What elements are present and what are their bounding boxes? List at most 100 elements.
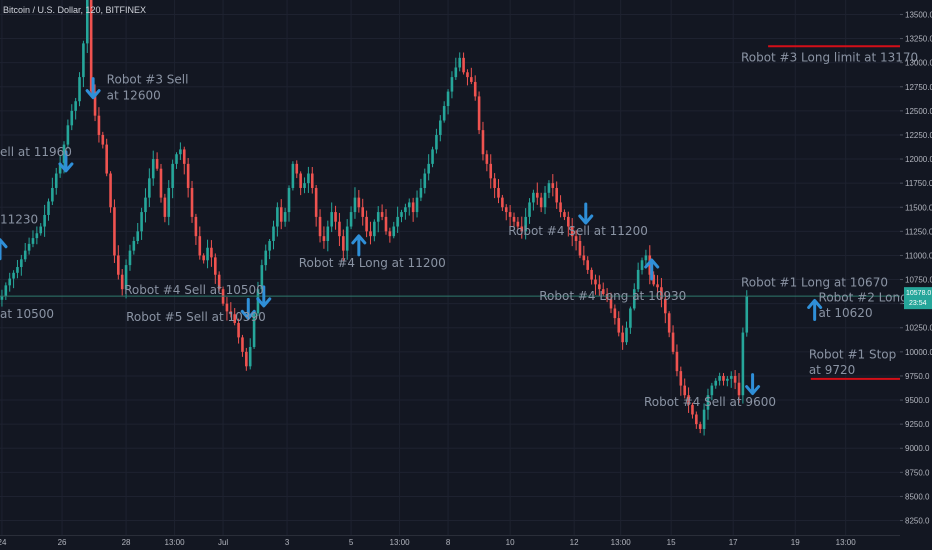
candle bbox=[512, 212, 516, 227]
arrow-down-icon bbox=[240, 297, 256, 320]
candle bbox=[722, 373, 725, 386]
candle-body bbox=[295, 163, 299, 174]
candle-body bbox=[365, 216, 368, 232]
candle bbox=[477, 91, 481, 135]
annotation-label: Robot #2 Long bbox=[819, 291, 908, 305]
candle bbox=[458, 52, 461, 72]
candle bbox=[342, 229, 345, 262]
candle-body bbox=[39, 226, 43, 234]
candle bbox=[687, 387, 690, 413]
candle-body bbox=[632, 289, 636, 309]
candle bbox=[629, 306, 632, 334]
candle bbox=[89, 0, 93, 96]
time-axis[interactable]: 24 26 28 13:00 Jul 3 5 13:00 8 10 12 13:00 15 17 19 13:… bbox=[0, 535, 900, 548]
candle-body bbox=[264, 250, 268, 266]
candle-body bbox=[163, 197, 167, 217]
candle bbox=[159, 163, 163, 203]
candle bbox=[74, 97, 77, 120]
candle-body bbox=[148, 178, 151, 198]
candle-body bbox=[439, 120, 442, 135]
candle bbox=[660, 277, 663, 308]
candle-body bbox=[384, 216, 388, 232]
candle bbox=[268, 238, 271, 260]
candle bbox=[190, 180, 194, 223]
candle bbox=[706, 388, 710, 420]
candle-body bbox=[415, 197, 419, 213]
candle-body bbox=[660, 287, 663, 299]
candle bbox=[334, 205, 337, 230]
candle bbox=[726, 376, 729, 387]
candle-body bbox=[644, 255, 648, 261]
candle bbox=[85, 0, 89, 53]
candle-body bbox=[190, 187, 194, 217]
candle-body bbox=[237, 322, 240, 338]
candle-body bbox=[431, 149, 434, 164]
candle-body bbox=[330, 212, 333, 227]
candle bbox=[78, 72, 81, 107]
y-tick-label: 9000.0 bbox=[905, 444, 930, 453]
arrow-up-icon bbox=[351, 234, 367, 257]
x-tick-label: 5 bbox=[349, 538, 354, 547]
candle bbox=[718, 372, 721, 386]
candle-body bbox=[710, 385, 714, 396]
candle-body bbox=[241, 337, 244, 352]
candle bbox=[210, 240, 213, 267]
candle-body bbox=[287, 187, 291, 213]
candle-body bbox=[105, 144, 108, 174]
candle bbox=[314, 185, 318, 227]
candle-body bbox=[586, 260, 590, 270]
candle-body bbox=[357, 197, 361, 208]
candle-body bbox=[326, 226, 330, 241]
candle-body bbox=[687, 395, 690, 405]
x-tick-label: 13:00 bbox=[611, 538, 632, 547]
candle-body bbox=[322, 236, 326, 241]
candle-body bbox=[299, 173, 302, 188]
candle bbox=[601, 282, 605, 297]
candle bbox=[737, 373, 741, 403]
candle bbox=[698, 421, 702, 434]
candle-body bbox=[609, 298, 613, 309]
annotation-label: Robot #4 Sell at 11200 bbox=[508, 224, 648, 238]
candle-body bbox=[555, 187, 558, 203]
candle-body bbox=[198, 236, 202, 256]
candle bbox=[272, 220, 275, 250]
candle-body bbox=[598, 284, 601, 290]
candle bbox=[741, 327, 745, 404]
candle-body bbox=[567, 216, 570, 227]
x-tick-label: 13:00 bbox=[836, 538, 857, 547]
candle bbox=[524, 208, 527, 240]
candle-body bbox=[695, 414, 698, 425]
candle bbox=[415, 190, 419, 218]
candle bbox=[729, 371, 733, 388]
candle-body bbox=[671, 332, 675, 352]
candle bbox=[132, 236, 136, 255]
candle bbox=[396, 206, 399, 233]
x-tick-label: 15 bbox=[667, 538, 676, 547]
candle-body bbox=[43, 214, 46, 227]
candle-body bbox=[206, 247, 209, 261]
candle-body bbox=[411, 202, 415, 213]
candle bbox=[710, 382, 714, 401]
candle bbox=[163, 193, 167, 223]
candle-body bbox=[144, 197, 147, 213]
arrow-up-icon bbox=[0, 238, 8, 261]
candle-body bbox=[186, 163, 190, 188]
candle-body bbox=[427, 163, 430, 174]
candle-body bbox=[27, 243, 31, 251]
candle bbox=[171, 159, 174, 199]
candle bbox=[733, 370, 737, 390]
candle-body bbox=[741, 332, 745, 396]
candle bbox=[0, 289, 4, 307]
arrow-down-icon bbox=[85, 77, 101, 100]
level-lines bbox=[0, 45, 900, 380]
candle-body bbox=[718, 375, 721, 381]
candle-body bbox=[353, 197, 357, 213]
candle bbox=[431, 146, 434, 168]
candle bbox=[520, 216, 524, 239]
candle bbox=[35, 226, 39, 245]
candle-body bbox=[217, 274, 221, 290]
candle bbox=[51, 177, 54, 206]
candle bbox=[652, 271, 655, 287]
x-tick-label: 24 bbox=[0, 538, 7, 547]
